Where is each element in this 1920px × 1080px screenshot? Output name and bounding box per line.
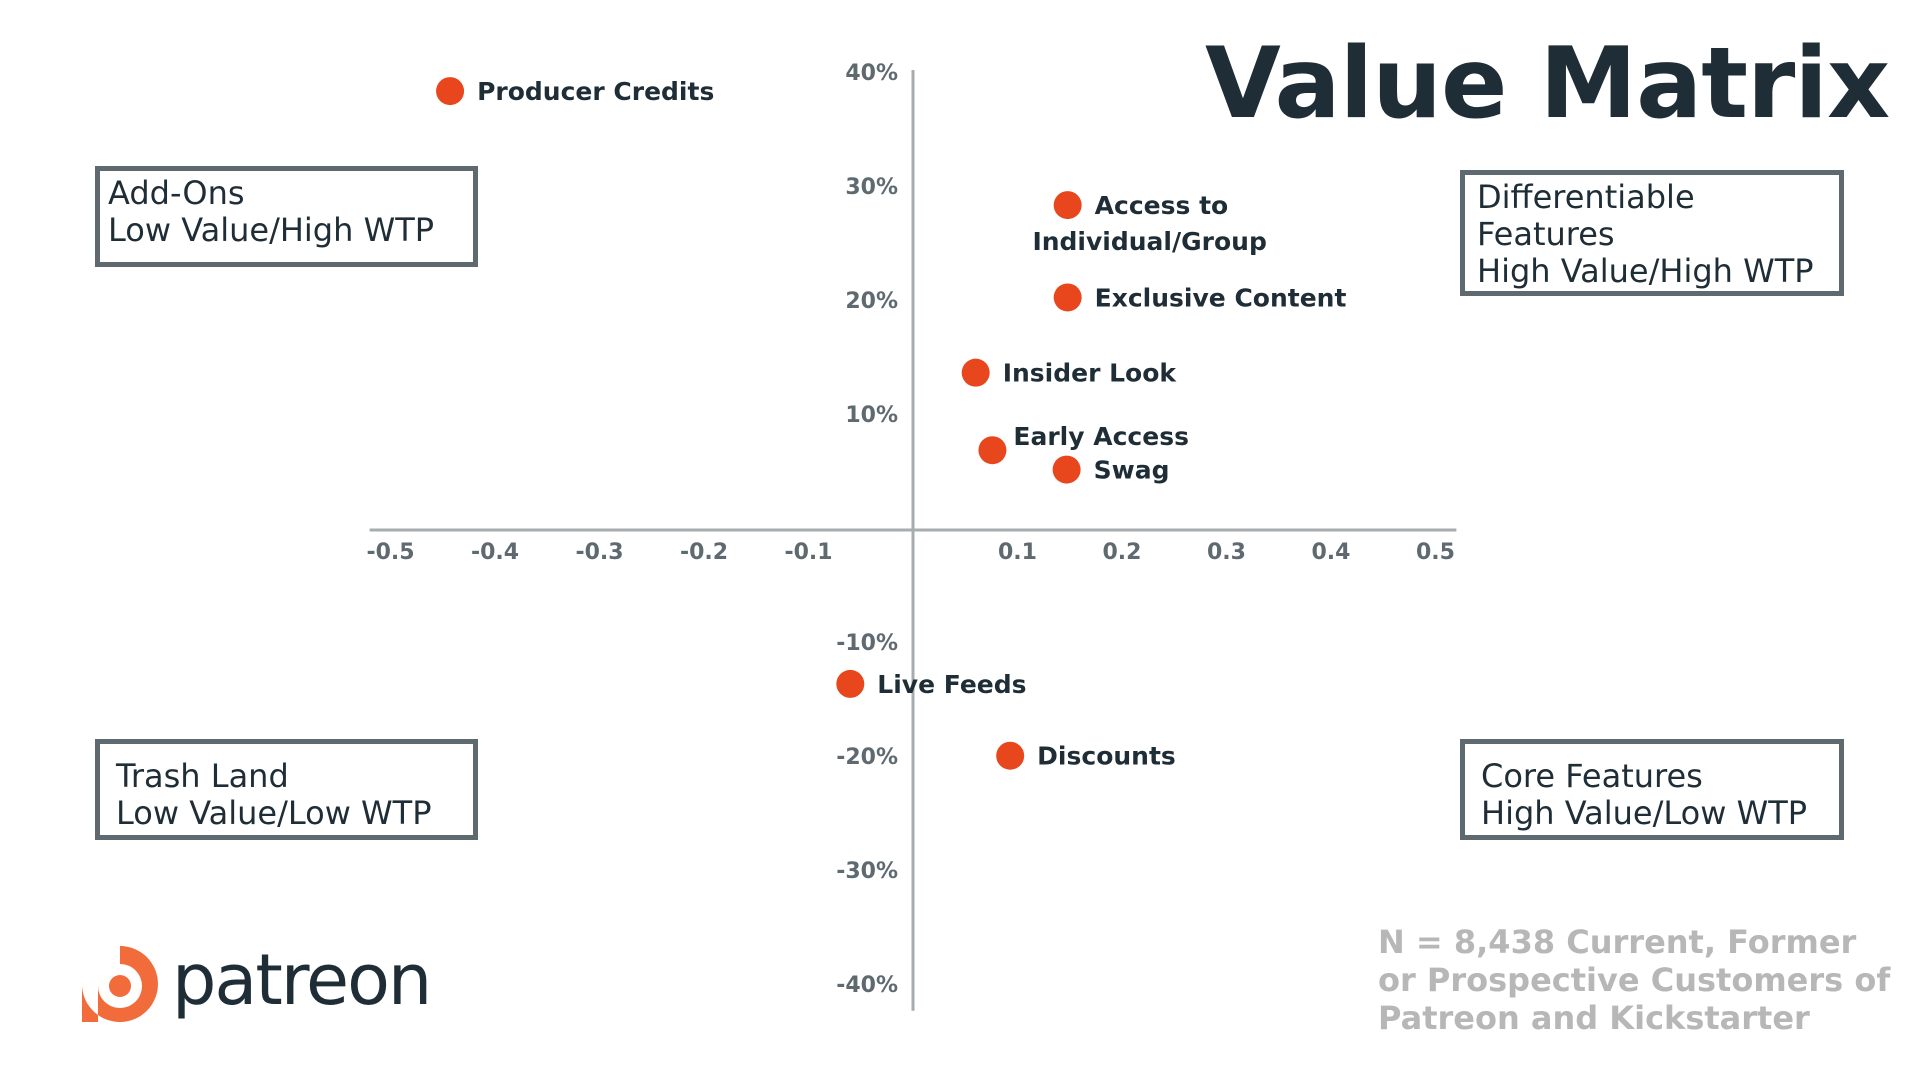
y-tick-label: 30%	[845, 175, 898, 200]
data-point	[961, 358, 990, 387]
patreon-logo-icon	[82, 946, 158, 1022]
data-point-label: Swag	[1094, 456, 1170, 485]
y-tick-label: -30%	[836, 859, 898, 884]
data-point-label: Exclusive Content	[1095, 283, 1347, 312]
y-tick-label: 20%	[845, 289, 898, 314]
y-tick-label: -20%	[836, 745, 898, 770]
quadrant-title: Core Features	[1481, 757, 1703, 795]
x-tick-label: -0.3	[575, 540, 623, 565]
quadrant-title: Trash Land	[116, 757, 289, 795]
data-point	[1053, 191, 1082, 220]
quadrant-trash-land: Trash Land Low Value/Low WTP	[95, 739, 478, 840]
x-tick-label: 0.1	[998, 540, 1037, 565]
x-tick-label: -0.2	[680, 540, 728, 565]
x-tick-label: 0.2	[1103, 540, 1142, 565]
quadrant-description: Low Value/High WTP	[108, 211, 435, 249]
note-line: Patreon and Kickstarter	[1378, 999, 1810, 1037]
sample-size-note: N = 8,438 Current, Former or Prospective…	[1378, 923, 1891, 1037]
chart-axes	[369, 70, 1457, 1011]
logo-wordmark: patreon	[172, 939, 432, 1021]
x-tick-label: -0.5	[366, 540, 414, 565]
data-point	[436, 77, 465, 106]
quadrant-title-cont: Features	[1477, 215, 1615, 253]
quadrant-description: High Value/Low WTP	[1481, 794, 1808, 832]
data-point-label: Access to	[1095, 191, 1229, 220]
x-tick-label: -0.4	[471, 540, 519, 565]
data-points	[436, 77, 1082, 770]
quadrant-description: Low Value/Low WTP	[116, 794, 432, 832]
data-point-label: Early Access	[1013, 422, 1189, 451]
quadrant-core-features: Core Features High Value/Low WTP	[1460, 739, 1844, 840]
y-tick-label: -40%	[836, 973, 898, 998]
data-point-label-line2: Individual/Group	[1032, 227, 1266, 256]
data-point	[1052, 455, 1081, 484]
data-point	[996, 741, 1025, 770]
quadrant-differentiable-features: Differentiable Features High Value/High …	[1460, 170, 1844, 296]
x-tick-label: 0.4	[1312, 540, 1351, 565]
x-tick-label: 0.3	[1207, 540, 1246, 565]
quadrant-title: Differentiable	[1477, 178, 1695, 216]
x-tick-label: 0.5	[1416, 540, 1455, 565]
data-point	[978, 436, 1007, 465]
data-point-label: Live Feeds	[877, 670, 1026, 699]
quadrant-description: High Value/High WTP	[1477, 252, 1814, 290]
page-title: Value Matrix	[1205, 27, 1890, 141]
y-tick-label: 40%	[845, 61, 898, 86]
data-point	[1053, 283, 1082, 312]
data-point-label: Insider Look	[1003, 359, 1178, 388]
y-tick-labels: 40% 30% 20% 10% -10% -20% -30% -40%	[836, 61, 898, 998]
x-tick-label: -0.1	[784, 540, 832, 565]
quadrant-add-ons: Add-Ons Low Value/High WTP	[95, 166, 478, 267]
patreon-logo: patreon	[78, 939, 458, 1032]
note-line: N = 8,438 Current, Former	[1378, 923, 1857, 961]
y-tick-label: 10%	[845, 403, 898, 428]
data-point-label: Discounts	[1037, 742, 1176, 771]
note-line: or Prospective Customers of	[1378, 961, 1891, 999]
data-point-labels: Producer Credits Access to Individual/Grou…	[477, 77, 1346, 771]
quadrant-title: Add-Ons	[108, 174, 245, 212]
data-point-label: Producer Credits	[477, 77, 714, 106]
x-tick-labels: -0.5 -0.4 -0.3 -0.2 -0.1 0.1 0.2 0.3 0.4 0.5	[366, 540, 1455, 565]
data-point	[836, 669, 865, 698]
y-tick-label: -10%	[836, 631, 898, 656]
